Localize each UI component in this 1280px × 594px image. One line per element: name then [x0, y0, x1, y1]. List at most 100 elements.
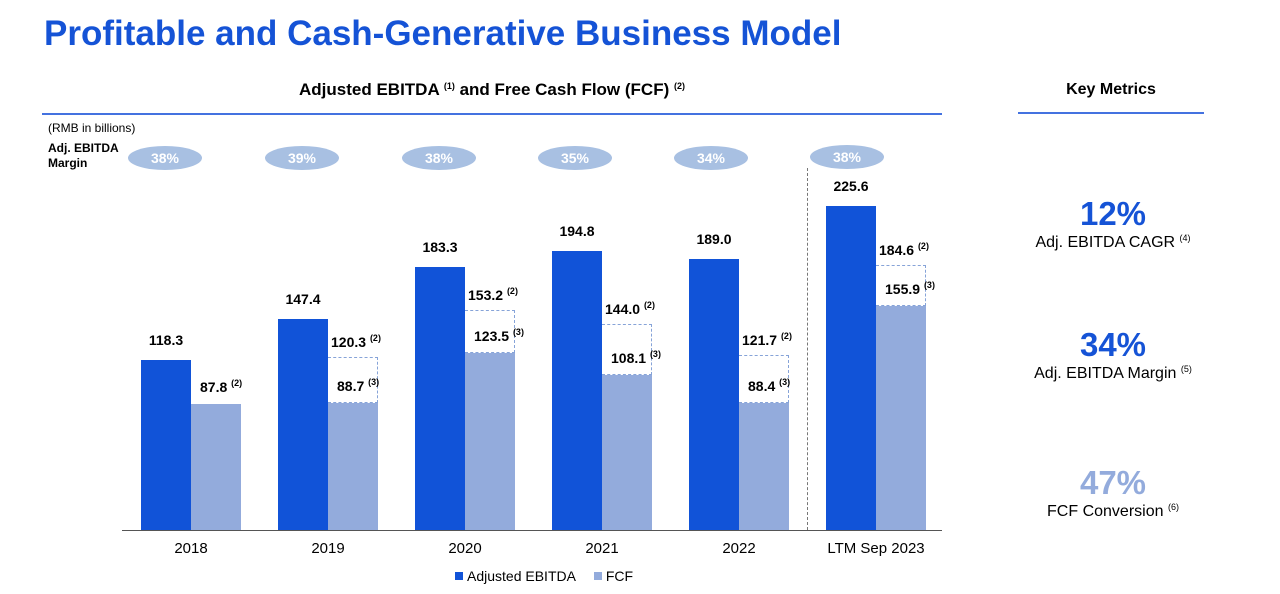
fcf-label: 155.9 (3) — [885, 280, 935, 297]
fcf-note2-label: 153.2 (2) — [468, 286, 518, 303]
fcf-note2-label-value: 144.0 — [605, 300, 641, 317]
fcf-note2-box — [876, 265, 926, 307]
x-axis-line — [122, 530, 942, 531]
ebitda-label-value: 225.6 — [833, 178, 869, 195]
ebitda-bar — [689, 258, 739, 530]
margin-pill: 34% — [674, 146, 748, 170]
fcf-note2-label-footnote: (2) — [917, 241, 929, 252]
legend-item-ebitda: Adjusted EBITDA — [455, 568, 576, 584]
ebitda-bar — [552, 250, 602, 530]
metric-label-text: Adj. EBITDA CAGR — [1035, 234, 1176, 251]
metric-note: (4) — [1179, 233, 1191, 243]
margin-pill: 39% — [265, 146, 339, 170]
fcf-note2-label-value: 120.3 — [331, 334, 367, 351]
fcf-label: 87.8 (2) — [200, 378, 242, 395]
metric-value: 47% — [1079, 464, 1147, 501]
fcf-label-value: 123.5 — [474, 327, 510, 344]
fcf-note2-label: 184.6 (2) — [879, 241, 929, 258]
fcf-note2-label: 121.7 (2) — [742, 331, 792, 348]
chart-heading-note-a: (1) — [443, 81, 455, 91]
metric-fcf-conversion: 47% FCF Conversion (6) — [1000, 464, 1226, 521]
fcf-bar — [328, 402, 378, 530]
metric-label: Adj. EBITDA Margin (5) — [1000, 364, 1226, 383]
fcf-note2-label: 120.3 (2) — [331, 333, 381, 350]
fcf-bar — [876, 306, 926, 530]
fcf-note2-label-value: 184.6 — [879, 242, 915, 259]
margin-pill: 38% — [402, 146, 476, 170]
metric-note: (6) — [1167, 502, 1179, 512]
metric-value: 12% — [1079, 195, 1147, 232]
ebitda-label: 194.8 — [537, 223, 617, 239]
ebitda-label: 118.3 — [126, 332, 206, 348]
fcf-label: 123.5 (3) — [474, 327, 524, 344]
legend-label-fcf: FCF — [605, 568, 634, 584]
fcf-label: 88.4 (3) — [748, 377, 790, 394]
fcf-label: 88.7 (3) — [337, 377, 379, 394]
fcf-label-footnote: (2) — [231, 378, 243, 389]
fcf-label-value: 155.9 — [885, 281, 921, 298]
chart-heading-note-b: (2) — [673, 81, 685, 91]
ebitda-label: 225.6 — [811, 178, 891, 194]
legend-swatch-fcf — [593, 572, 602, 580]
fcf-label-value: 88.7 — [337, 377, 365, 394]
x-tick-label: 2019 — [311, 540, 345, 557]
chart-heading-rule — [42, 113, 942, 115]
ebitda-label-value: 147.4 — [285, 290, 321, 307]
legend-swatch-ebitda — [455, 572, 463, 580]
metric-ebitda-margin: 34% Adj. EBITDA Margin (5) — [1000, 326, 1226, 383]
x-tick-label: LTM Sep 2023 — [827, 540, 925, 557]
fcf-label-footnote: (3) — [368, 376, 380, 387]
ebitda-bar — [826, 206, 876, 530]
fcf-bar — [739, 403, 789, 530]
ebitda-bar — [278, 318, 328, 530]
metric-label-text: Adj. EBITDA Margin — [1034, 365, 1177, 382]
margin-pill: 35% — [538, 146, 612, 170]
ebitda-bar — [415, 267, 465, 530]
fcf-bar — [602, 374, 652, 530]
ebitda-label-value: 189.0 — [696, 230, 732, 247]
ebitda-label: 147.4 — [263, 291, 343, 307]
key-metrics-title: Key Metrics — [1066, 81, 1156, 98]
units-note: (RMB in billions) — [48, 121, 136, 135]
fcf-note2-box — [602, 323, 652, 375]
fcf-label-footnote: (3) — [649, 348, 661, 359]
metric-note: (5) — [1180, 364, 1192, 374]
ltm-separator — [807, 168, 808, 530]
fcf-label-footnote: (3) — [923, 280, 935, 291]
x-tick-label: 2020 — [448, 540, 482, 557]
fcf-label-value: 88.4 — [748, 378, 776, 395]
ebitda-label-value: 183.3 — [422, 239, 458, 256]
ebitda-label: 183.3 — [400, 239, 480, 255]
fcf-note2-label-value: 153.2 — [468, 287, 504, 304]
chart-heading-text-a: Adjusted EBITDA — [299, 80, 444, 99]
chart-heading: Adjusted EBITDA (1) and Free Cash Flow (… — [42, 80, 942, 100]
fcf-note2-label-value: 121.7 — [742, 332, 778, 349]
ebitda-label: 189.0 — [674, 231, 754, 247]
metric-label: Adj. EBITDA CAGR (4) — [1000, 233, 1226, 252]
fcf-note2-label-footnote: (2) — [643, 299, 655, 310]
x-tick-label: 2022 — [722, 540, 756, 557]
legend-label-ebitda: Adjusted EBITDA — [467, 568, 576, 584]
x-tick-label: 2021 — [585, 540, 619, 557]
ebitda-label-value: 194.8 — [559, 222, 595, 239]
ebitda-label-value: 118.3 — [148, 332, 184, 349]
chart-heading-text-b: and Free Cash Flow (FCF) — [454, 80, 674, 99]
fcf-note2-box — [739, 355, 789, 404]
fcf-bar — [191, 404, 241, 530]
fcf-note2-label-footnote: (2) — [369, 333, 381, 344]
fcf-note2-label-footnote: (2) — [506, 286, 518, 297]
fcf-label-footnote: (3) — [779, 377, 791, 388]
fcf-bar — [465, 352, 515, 530]
fcf-label: 108.1 (3) — [611, 349, 661, 366]
metric-ebitda-cagr: 12% Adj. EBITDA CAGR (4) — [1000, 195, 1226, 252]
legend: Adjusted EBITDA FCF — [455, 568, 647, 584]
metric-label-text: FCF Conversion — [1047, 503, 1164, 520]
fcf-note2-box — [328, 357, 378, 403]
ebitda-bar — [141, 360, 191, 530]
page-title: Profitable and Cash-Generative Business … — [44, 14, 842, 53]
metric-value: 34% — [1079, 326, 1147, 363]
fcf-note2-label-footnote: (2) — [780, 331, 792, 342]
x-tick-label: 2018 — [174, 540, 208, 557]
fcf-label-value: 87.8 — [200, 379, 228, 396]
fcf-label-footnote: (3) — [512, 326, 524, 337]
